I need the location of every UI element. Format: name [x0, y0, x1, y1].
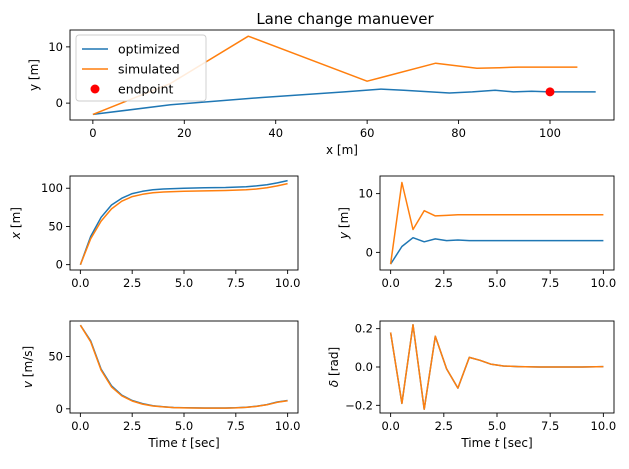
legend-marker-endpoint — [90, 84, 100, 94]
x-tick-label: 7.5 — [541, 276, 559, 290]
x-tick-label: 0.0 — [71, 276, 89, 290]
y-axis-label: x [m] — [9, 207, 23, 240]
x-tick-label: 60 — [360, 126, 375, 140]
x-tick-label: 80 — [451, 126, 466, 140]
x-tick-label: 0.0 — [381, 276, 399, 290]
y-tick-label: 0.2 — [355, 322, 373, 336]
x-tick-label: 2.5 — [123, 419, 141, 433]
y-axis-label: v [m/s] — [21, 346, 35, 388]
x-tick-label: 5.0 — [488, 419, 506, 433]
series-line-simulated — [79, 182, 288, 265]
x-tick-label: 2.5 — [123, 276, 141, 290]
x-tick-label: 2.5 — [435, 419, 453, 433]
y-tick-label: 10 — [358, 187, 373, 201]
x-tick-label: 0 — [89, 126, 96, 140]
x-tick-label: 5.0 — [488, 276, 506, 290]
series-line-optimized — [79, 179, 288, 265]
legend-label-simulated: simulated — [118, 62, 180, 77]
y-tick-label: 0 — [56, 96, 63, 110]
y-tick-label: 100 — [41, 181, 63, 195]
series-line-optimized — [79, 324, 288, 409]
x-axis-label: x [m] — [326, 143, 358, 157]
x-tick-label: 40 — [268, 126, 283, 140]
legend-label-endpoint: endpoint — [118, 82, 174, 97]
x-tick-label: 7.5 — [541, 419, 559, 433]
chart-title: Lane change manuever — [256, 10, 434, 28]
x-vs-time-plot: 0.0 2.5 5.0 7.5 10.0 0 50 100 x [m] — [9, 175, 301, 290]
endpoint-marker — [545, 87, 555, 97]
x-tick-label: 10.0 — [591, 419, 617, 433]
x-axis-label: Time t [sec] — [460, 436, 532, 450]
y-tick-label: 0.0 — [355, 360, 373, 374]
y-tick-label: 50 — [48, 219, 63, 233]
axes-frame — [69, 29, 615, 121]
x-tick-label: 2.5 — [435, 276, 453, 290]
x-tick-label: 20 — [177, 126, 192, 140]
axes-frame — [69, 175, 299, 271]
x-tick-label: 100 — [539, 126, 561, 140]
x-tick-label: 5.0 — [175, 276, 193, 290]
y-tick-label: 50 — [48, 350, 63, 364]
legend-label-optimized: optimized — [118, 42, 180, 57]
y-tick-label: 0 — [366, 245, 373, 259]
y-tick-label: 10 — [48, 40, 63, 54]
trajectory-plot: 0 20 40 60 80 100 0 10 x [m] y [m] optimized simula… — [27, 29, 615, 157]
series-line-simulated — [92, 35, 578, 116]
y-tick-label: −0.2 — [345, 398, 373, 412]
x-tick-label: 10.0 — [275, 419, 301, 433]
x-tick-label: 10.0 — [275, 276, 301, 290]
x-axis-label: Time t [sec] — [147, 436, 219, 450]
axes-frame — [69, 320, 299, 414]
velocity-vs-time-plot: 0.0 2.5 5.0 7.5 10.0 0 50 Time t [sec] v [m/s] — [21, 320, 301, 450]
y-tick-label: 0 — [56, 258, 63, 272]
steering-vs-time-plot: 0.0 2.5 5.0 7.5 10.0 −0.2 0.0 0.2 Time t [sec] δ … — [327, 320, 617, 450]
y-tick-label: 0 — [56, 402, 63, 416]
y-vs-time-plot: 0.0 2.5 5.0 7.5 10.0 0 10 y [m] — [337, 175, 617, 290]
axes-frame — [379, 175, 615, 271]
series-line-simulated — [389, 181, 604, 265]
y-axis-label: y [m] — [27, 59, 41, 91]
x-tick-label: 0.0 — [71, 419, 89, 433]
x-tick-label: 7.5 — [227, 419, 245, 433]
legend-box — [75, 34, 207, 102]
x-tick-label: 10.0 — [591, 276, 617, 290]
x-tick-label: 7.5 — [227, 276, 245, 290]
series-line-simulated — [79, 324, 288, 409]
x-tick-label: 5.0 — [175, 419, 193, 433]
y-axis-label: δ [rad] — [327, 347, 341, 387]
y-axis-label: y [m] — [337, 207, 351, 240]
series-line-optimized — [389, 236, 604, 265]
x-tick-label: 0.0 — [381, 419, 399, 433]
series-line-simulated — [389, 324, 604, 410]
